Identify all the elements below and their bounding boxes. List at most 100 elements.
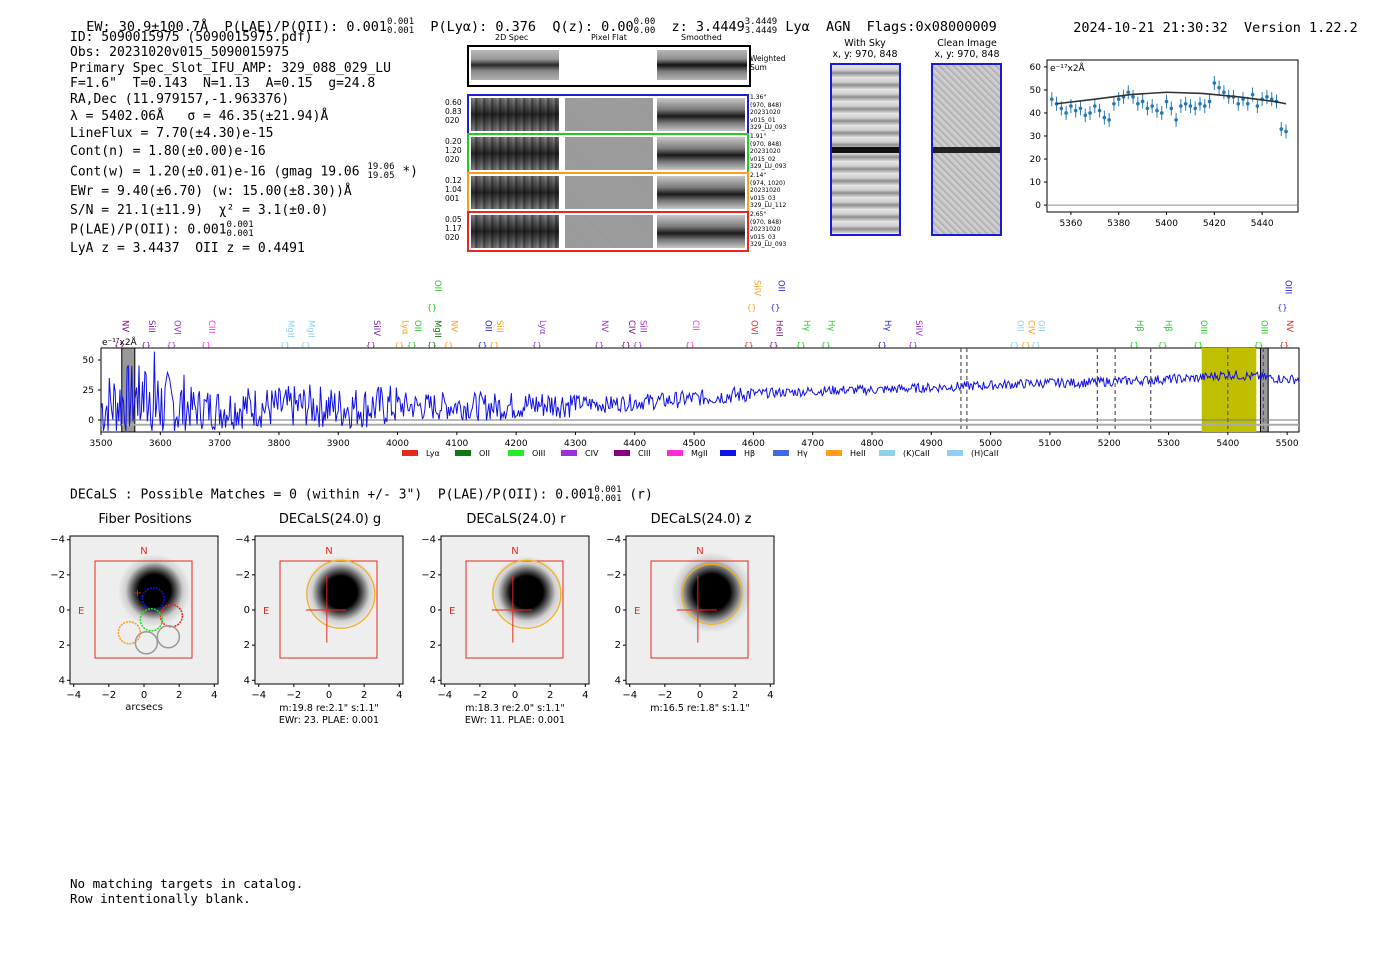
east-label: E: [263, 606, 269, 617]
zoom-data-point: [1164, 99, 1169, 104]
legend-item: OII: [455, 449, 490, 458]
cutout-2dspec: [471, 215, 559, 248]
info-plae-text: P(LAE)/P(OII): 0.001: [70, 222, 227, 238]
spectral-line-label: NV {}: [594, 320, 609, 350]
spectral-line-brace: {}: [877, 341, 887, 350]
cutout-smoothed: [657, 137, 745, 170]
spectral-line-brace: {}: [821, 341, 831, 350]
weighted-smoothed: [657, 50, 747, 80]
cutout-row-left-label: 0.20 1.20 020: [445, 137, 462, 164]
decals-ytick-label: −2: [235, 570, 250, 581]
info-redshifts: LyA z = 3.4437 OII z = 0.4491: [70, 241, 305, 257]
spectral-line-brace: {}: [1021, 341, 1031, 350]
spectral-line-label: Hγ {}: [877, 320, 892, 350]
spectral-line-name: CIII: [206, 320, 216, 333]
footer-line-1: No matching targets in catalog.: [70, 876, 304, 891]
spectral-line-label: SiII {}: [633, 320, 648, 350]
center-marker: +: [133, 588, 141, 599]
zoom-data-point: [1212, 81, 1217, 85]
legend-swatch: [879, 450, 895, 456]
north-label: N: [696, 546, 703, 557]
zoom-data-point: [1073, 108, 1078, 113]
decals-xtick-label: 4: [211, 690, 217, 701]
zoom-data-point: [1078, 106, 1083, 111]
spectral-line-label: Lyα {}: [394, 320, 409, 350]
header-plya: P(Lyα): 0.376: [430, 19, 537, 35]
decals-xtick-label: −2: [657, 690, 672, 701]
zoom-data-point: [1145, 106, 1150, 111]
zoom-data-point: [1193, 106, 1198, 111]
spectral-line-label: SiII {}: [141, 320, 156, 350]
cutout-row-right-label: 2.14" (974, 1020) 20231020 v015_03 329_L…: [750, 172, 787, 209]
decals-xtick-label: 4: [396, 690, 402, 701]
decals-ytick-label: −2: [606, 570, 621, 581]
decals-panel-title: DECaLS(24.0) r: [466, 512, 566, 527]
spectral-line-brace: {}: [443, 341, 453, 350]
cutout-row: [467, 211, 749, 252]
cutout-row: [467, 172, 749, 213]
spectral-line-name: OII: [775, 280, 785, 292]
info-contw-sup: 19.06: [367, 162, 395, 173]
zoom-data-point: [1102, 115, 1107, 120]
spectral-line-name: OII: [482, 320, 492, 332]
spectral-line-label: OIII {}: [1277, 280, 1292, 312]
with-sky-trace: [832, 147, 899, 153]
decals-summary-tail: (r): [629, 487, 653, 503]
zoom-xtick-label: 5440: [1251, 219, 1274, 229]
decals-ytick-label: 2: [244, 640, 250, 651]
spectral-line-label: OII {}: [477, 320, 492, 350]
decals-xtick-label: 4: [767, 690, 773, 701]
info-plae-sub: 0.001: [226, 229, 254, 240]
zoom-xtick-label: 5380: [1107, 219, 1130, 229]
with-sky-title-block: With Sky x, y: 970, 848: [826, 38, 904, 60]
spectral-line-label: SiIV {}: [908, 320, 923, 350]
spectral-line-name: SiIV: [752, 280, 762, 296]
spectral-line-brace: {}: [114, 341, 124, 350]
zoom-data-point: [1131, 95, 1135, 99]
info-ewr: EWr = 9.40(±6.70) (w: 15.00(±8.30))Å: [70, 184, 352, 200]
full-xtick-label: 4800: [861, 439, 884, 449]
fiber-circle: [139, 608, 164, 632]
spectral-line-label: CIV {}: [1021, 320, 1036, 350]
zoom-data-point: [1059, 106, 1064, 111]
info-block: ID: 5090015975 (5090015975.pdf) Obs: 202…: [70, 30, 418, 256]
full-xtick-label: 5500: [1276, 439, 1299, 449]
spectral-line-name: MgII: [306, 320, 316, 338]
spectral-line-brace: {}: [1254, 341, 1264, 350]
legend-label: CIV: [585, 449, 599, 458]
info-plae-sup: 0.001: [226, 220, 254, 231]
spectral-line-brace: {}: [1193, 341, 1203, 350]
full-ytick-label: 25: [83, 386, 94, 396]
zoom-ytick-label: 30: [1030, 132, 1042, 142]
legend-swatch: [402, 450, 418, 456]
full-xtick-label: 5200: [1098, 439, 1121, 449]
cutout-row-left-label: 0.60 0.83 020: [445, 98, 462, 125]
header-qz-sub: 0.00: [633, 26, 656, 36]
zoom-data-point: [1097, 108, 1102, 113]
decals-xtick-label: 0: [141, 690, 147, 701]
spectral-line-brace: {}: [407, 341, 417, 350]
legend-item: OIII: [508, 449, 545, 458]
full-flux-line: [100, 351, 1300, 431]
full-ytick-label: 0: [88, 416, 94, 426]
decals-xtick-label: −4: [66, 690, 81, 701]
east-label: E: [634, 606, 640, 617]
zoom-data-point: [1112, 101, 1116, 106]
info-fiber: F=1.6" T=0.143 N=1.13 A=0.15 g=24.8: [70, 76, 376, 92]
decals-xtick-label: −2: [101, 690, 116, 701]
spectral-line-label: OIII {}: [1254, 320, 1269, 350]
zoom-spectrum-chart: e⁻¹⁷x2Å 0 10 20 30 40 50 60 5360 5380 5400 5420 54…: [1030, 59, 1299, 229]
cutout-pixelflat: [565, 176, 653, 209]
decals-ytick-label: 4: [59, 675, 65, 686]
zoom-xtick-label: 5400: [1155, 219, 1178, 229]
decals-summary: DECaLS : Possible Matches = 0 (within +/…: [70, 486, 653, 504]
decals-ytick-label: 4: [615, 675, 621, 686]
legend-item: Lyα: [402, 449, 440, 458]
fiber-circle: [134, 631, 159, 655]
header-plae: P(LAE)/P(OII): 0.001: [224, 19, 388, 35]
spectral-line-label: Hβ {}: [1158, 320, 1173, 350]
zoom-data-point: [1169, 106, 1174, 111]
spectral-line-label: OVI {}: [166, 320, 181, 350]
